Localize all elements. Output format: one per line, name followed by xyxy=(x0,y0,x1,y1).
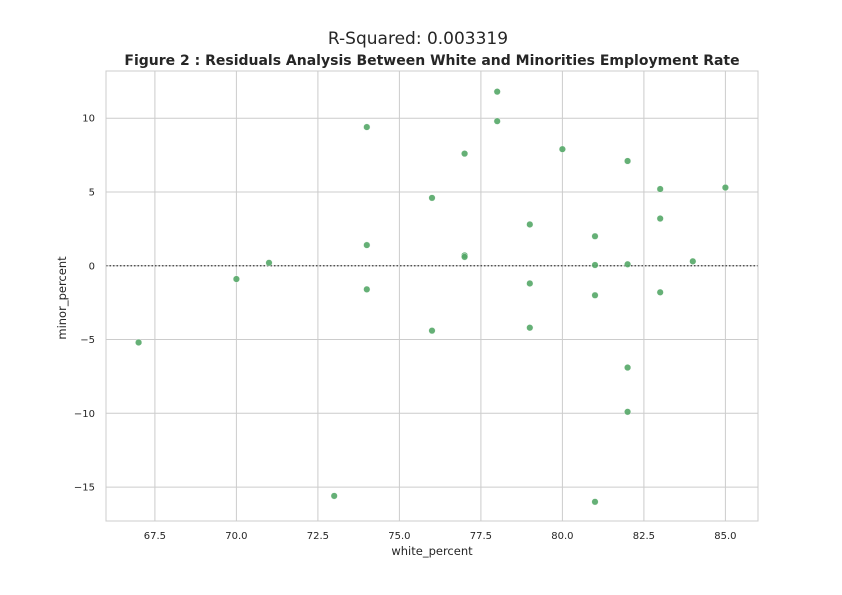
x-tick-label: 80.0 xyxy=(551,531,573,542)
x-tick-label: 75.0 xyxy=(388,531,410,542)
scatter-point xyxy=(363,123,371,131)
scatter-point xyxy=(428,194,436,202)
scatter-point xyxy=(558,145,566,153)
y-axis-label: minor_percent xyxy=(55,256,69,340)
x-tick-label: 82.5 xyxy=(633,531,655,542)
chart-title: Figure 2 : Residuals Analysis Between Wh… xyxy=(124,53,739,69)
y-tick-label: −15 xyxy=(74,483,95,494)
scatter-point xyxy=(624,408,632,416)
scatter-point xyxy=(591,498,599,506)
x-tick-label: 85.0 xyxy=(714,531,736,542)
scatter-point xyxy=(689,257,697,265)
y-tick-label: 5 xyxy=(89,187,95,198)
plot-frame xyxy=(105,70,759,522)
scatter-point xyxy=(591,232,599,240)
scatter-point xyxy=(428,327,436,335)
scatter-point xyxy=(330,492,338,500)
scatter-point xyxy=(624,157,632,165)
scatter-point xyxy=(591,261,599,269)
scatter-point xyxy=(591,291,599,299)
scatter-point xyxy=(526,324,534,332)
scatter-point xyxy=(363,241,371,249)
scatter-point xyxy=(232,275,240,283)
scatter-point xyxy=(265,259,273,267)
scatter-point xyxy=(363,285,371,293)
scatter-point xyxy=(721,184,729,192)
y-tick-label: −5 xyxy=(80,335,95,346)
scatter-point xyxy=(493,117,501,125)
x-tick-labels: 67.5 70.0 72.5 75.0 77.5 80.0 82.5 85.0 xyxy=(144,531,737,542)
chart-suptitle: R-Squared: 0.003319 xyxy=(328,29,508,49)
y-tick-label: −10 xyxy=(74,409,95,420)
scatter-point xyxy=(656,288,664,296)
scatter-points xyxy=(135,88,729,506)
scatter-point xyxy=(461,253,469,261)
grid-lines xyxy=(106,71,758,521)
scatter-point xyxy=(526,220,534,228)
scatter-point xyxy=(526,279,534,287)
scatter-point xyxy=(656,215,664,223)
scatter-point xyxy=(493,88,501,96)
x-tick-label: 67.5 xyxy=(144,531,166,542)
scatter-point xyxy=(624,364,632,372)
y-tick-label: 10 xyxy=(82,114,95,125)
scatter-point xyxy=(656,185,664,193)
y-tick-label: 0 xyxy=(89,261,95,272)
x-tick-label: 72.5 xyxy=(307,531,329,542)
x-tick-label: 70.0 xyxy=(225,531,247,542)
y-tick-labels: −15 −10 −5 0 5 10 xyxy=(74,114,95,494)
x-tick-label: 77.5 xyxy=(470,531,492,542)
scatter-point xyxy=(135,338,143,346)
scatter-point xyxy=(461,150,469,158)
scatter-point xyxy=(624,260,632,268)
x-axis-label: white_percent xyxy=(391,544,473,558)
